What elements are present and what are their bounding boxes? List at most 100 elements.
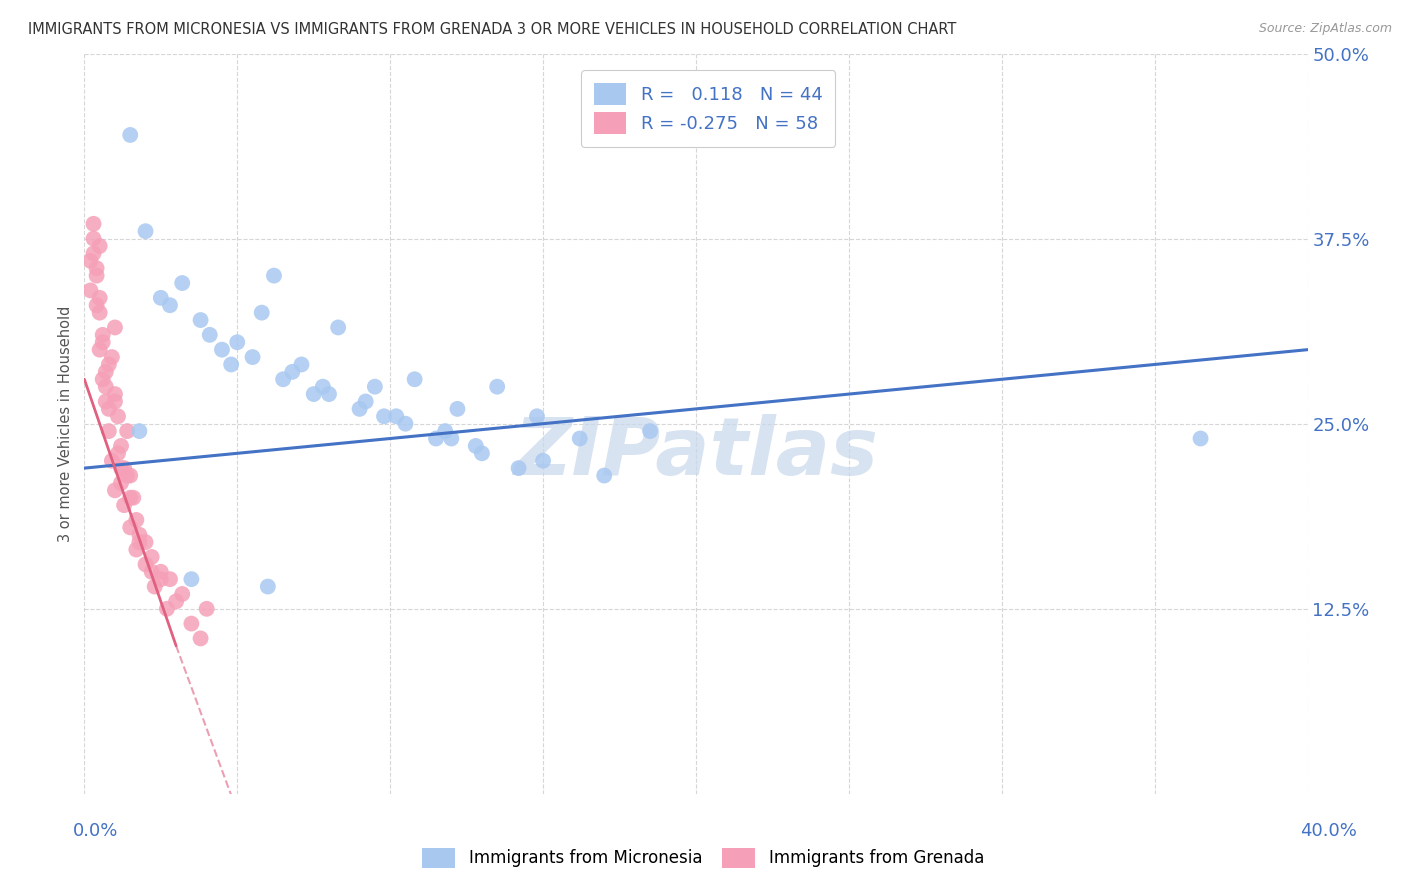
Point xyxy=(115,468,138,483)
Point xyxy=(156,602,179,616)
Point xyxy=(290,358,312,372)
Point xyxy=(180,572,202,586)
Point xyxy=(86,298,108,312)
Point xyxy=(86,261,108,276)
Point xyxy=(149,291,172,305)
Point xyxy=(159,572,181,586)
Point xyxy=(159,298,181,312)
Point xyxy=(101,350,124,364)
Point xyxy=(104,387,127,401)
Point xyxy=(125,542,148,557)
Point xyxy=(125,513,148,527)
Point xyxy=(318,387,340,401)
Point xyxy=(104,320,127,334)
Point xyxy=(94,365,117,379)
Point xyxy=(83,217,105,231)
Point xyxy=(128,424,150,438)
Point xyxy=(135,535,157,549)
Point xyxy=(486,380,509,394)
Point xyxy=(180,616,202,631)
Point xyxy=(404,372,426,386)
Point xyxy=(110,439,132,453)
Legend: Immigrants from Micronesia, Immigrants from Grenada: Immigrants from Micronesia, Immigrants f… xyxy=(415,841,991,875)
Point xyxy=(79,253,101,268)
Point xyxy=(464,439,486,453)
Point xyxy=(271,372,294,386)
Point xyxy=(101,453,124,467)
Point xyxy=(141,565,163,579)
Point xyxy=(135,224,157,238)
Point xyxy=(107,446,129,460)
Point xyxy=(354,394,377,409)
Point xyxy=(83,232,105,246)
Point xyxy=(128,535,150,549)
Point xyxy=(165,594,187,608)
Text: IMMIGRANTS FROM MICRONESIA VS IMMIGRANTS FROM GRENADA 3 OR MORE VEHICLES IN HOUS: IMMIGRANTS FROM MICRONESIA VS IMMIGRANTS… xyxy=(28,22,956,37)
Point xyxy=(394,417,416,431)
Point xyxy=(122,491,145,505)
Point xyxy=(89,239,111,253)
Point xyxy=(211,343,233,357)
Point xyxy=(120,468,142,483)
Point xyxy=(89,291,111,305)
Point xyxy=(568,432,591,446)
Point xyxy=(349,401,371,416)
Point xyxy=(364,380,387,394)
Y-axis label: 3 or more Vehicles in Household: 3 or more Vehicles in Household xyxy=(58,306,73,541)
Point xyxy=(79,284,101,298)
Point xyxy=(328,320,350,334)
Point xyxy=(110,475,132,490)
Point xyxy=(373,409,395,424)
Point xyxy=(638,424,661,438)
Point xyxy=(302,387,325,401)
Point xyxy=(107,409,129,424)
Point xyxy=(526,409,548,424)
Point xyxy=(312,380,335,394)
Point xyxy=(250,306,273,320)
Point xyxy=(115,424,138,438)
Point xyxy=(198,327,221,342)
Point xyxy=(120,520,142,534)
Point xyxy=(83,246,105,260)
Legend: R =   0.118   N = 44, R = -0.275   N = 58: R = 0.118 N = 44, R = -0.275 N = 58 xyxy=(581,70,835,146)
Point xyxy=(91,327,114,342)
Point xyxy=(226,335,249,350)
Point xyxy=(263,268,285,283)
Point xyxy=(135,558,157,572)
Point xyxy=(471,446,494,460)
Text: ZIPatlas: ZIPatlas xyxy=(513,414,879,492)
Point xyxy=(89,306,111,320)
Point xyxy=(219,358,242,372)
Point xyxy=(593,468,616,483)
Point xyxy=(1189,432,1212,446)
Point xyxy=(143,580,166,594)
Point xyxy=(385,409,408,424)
Point xyxy=(91,372,114,386)
Point xyxy=(531,453,554,467)
Point xyxy=(257,580,280,594)
Point xyxy=(104,483,127,498)
Point xyxy=(508,461,530,475)
Point xyxy=(120,491,142,505)
Point xyxy=(446,401,468,416)
Point xyxy=(440,432,463,446)
Point xyxy=(149,565,172,579)
Point xyxy=(91,335,114,350)
Point xyxy=(110,461,132,475)
Point xyxy=(120,128,142,142)
Point xyxy=(112,461,135,475)
Point xyxy=(195,602,218,616)
Point xyxy=(190,313,212,327)
Point xyxy=(149,572,172,586)
Text: 40.0%: 40.0% xyxy=(1301,822,1357,840)
Point xyxy=(190,632,212,646)
Point xyxy=(97,358,120,372)
Point xyxy=(172,587,194,601)
Text: Source: ZipAtlas.com: Source: ZipAtlas.com xyxy=(1258,22,1392,36)
Point xyxy=(434,424,457,438)
Point xyxy=(242,350,264,364)
Point xyxy=(94,380,117,394)
Point xyxy=(89,343,111,357)
Point xyxy=(128,528,150,542)
Text: 0.0%: 0.0% xyxy=(73,822,118,840)
